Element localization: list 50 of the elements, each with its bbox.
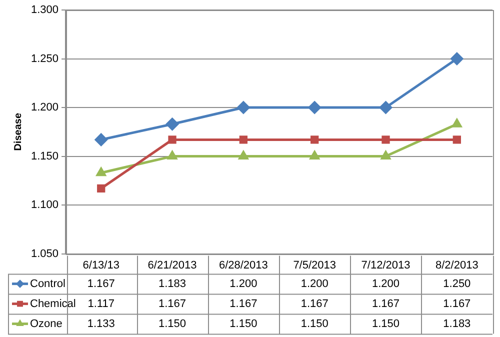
y-tick-label: 1.100 <box>30 199 59 212</box>
data-label: 1.167 <box>158 298 186 310</box>
point <box>166 118 179 130</box>
legend-label: Ozone <box>30 318 62 330</box>
data-label: 1.167 <box>372 298 400 310</box>
data-label: 1.250 <box>443 278 471 290</box>
point <box>310 136 319 144</box>
y-axis-title: Disease <box>12 112 24 151</box>
point <box>97 184 106 193</box>
data-label: 1.150 <box>300 318 328 330</box>
point <box>452 118 462 128</box>
point <box>239 136 248 144</box>
point <box>94 133 108 146</box>
data-label: 1.150 <box>158 318 186 330</box>
y-tick-label: 1.300 <box>30 4 59 16</box>
data-label: 1.150 <box>372 318 400 330</box>
data-label: 1.167 <box>87 278 115 290</box>
point <box>380 101 392 114</box>
data-label: 1.167 <box>443 298 471 310</box>
point <box>308 101 321 114</box>
x-tick-label: 7/5/2013 <box>293 259 336 272</box>
x-tick-label: 7/12/2013 <box>361 259 410 272</box>
point <box>168 136 176 144</box>
point <box>452 136 461 144</box>
data-label: 1.183 <box>443 318 471 330</box>
point <box>96 168 106 176</box>
data-label: 1.200 <box>230 278 258 290</box>
x-tick-label: 6/13/13 <box>82 259 120 272</box>
data-label: 1.200 <box>300 278 328 290</box>
data-label: 1.200 <box>372 278 400 290</box>
data-label: 1.133 <box>87 318 115 330</box>
data-label: 1.150 <box>230 318 258 330</box>
point <box>238 151 248 160</box>
point <box>382 136 390 144</box>
x-tick-label: 6/21/2013 <box>148 259 197 272</box>
y-tick-label: 1.050 <box>30 248 59 260</box>
point <box>450 52 464 66</box>
data-label: 1.183 <box>158 278 186 290</box>
y-tick-label: 1.150 <box>30 150 59 162</box>
legend-label: Chemical <box>30 298 76 310</box>
data-label: 1.167 <box>230 298 258 310</box>
y-tick-label: 1.250 <box>30 52 59 65</box>
x-tick-label: 8/2/2013 <box>436 259 478 272</box>
point <box>310 151 320 160</box>
legend-label: Control <box>30 278 66 290</box>
point <box>237 101 250 114</box>
x-tick-label: 6/28/2013 <box>218 259 268 272</box>
data-label: 1.117 <box>88 298 114 310</box>
y-tick-label: 1.200 <box>30 102 59 114</box>
data-label: 1.167 <box>300 298 328 310</box>
